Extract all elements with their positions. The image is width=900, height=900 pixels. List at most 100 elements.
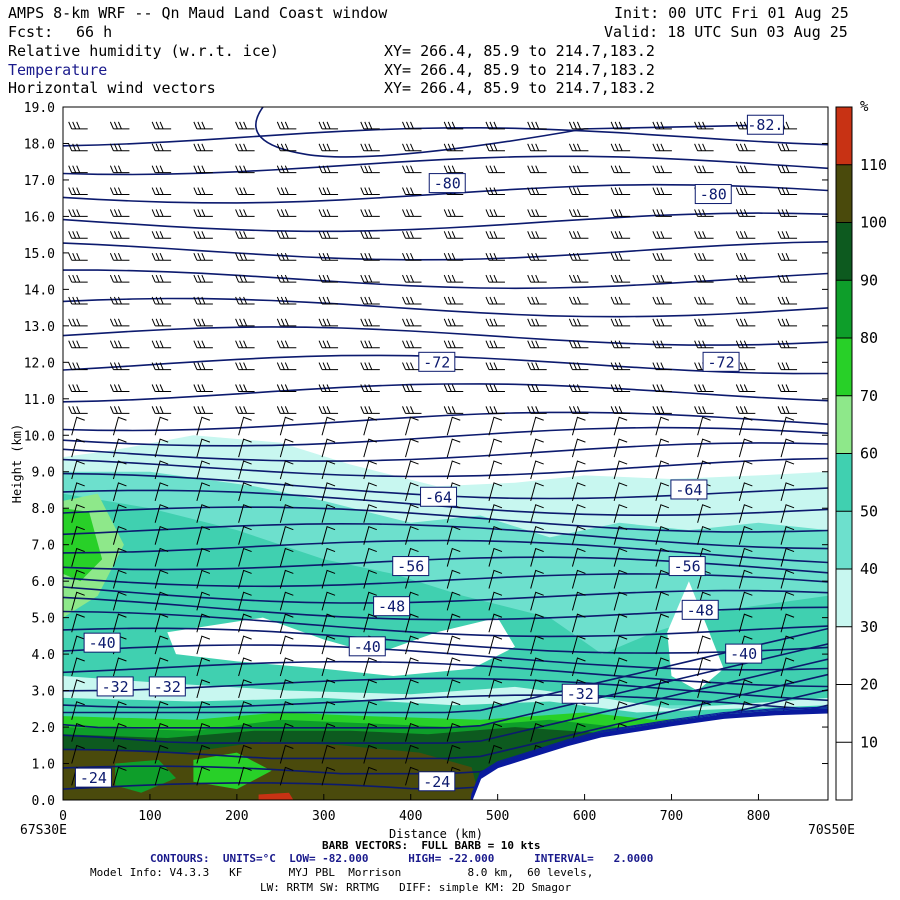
wind-barb-108 bbox=[71, 635, 85, 655]
temperature-label-10: -48 bbox=[687, 601, 714, 619]
wind-barb-502 bbox=[735, 187, 756, 196]
wind-barb-228 bbox=[571, 504, 586, 523]
wind-barb-101 bbox=[530, 657, 544, 677]
wind-barb-413 bbox=[777, 296, 798, 305]
wind-barb-252 bbox=[71, 460, 85, 480]
wind-barb-479 bbox=[527, 209, 547, 217]
wind-barb-463 bbox=[610, 231, 631, 239]
wind-barb-487 bbox=[109, 187, 130, 196]
wind-barb-56 bbox=[154, 701, 169, 720]
wind-barb-457 bbox=[360, 231, 380, 239]
wind-barb-268 bbox=[738, 460, 753, 480]
wind-barb-233 bbox=[780, 504, 795, 523]
wind-barb-246 bbox=[571, 482, 586, 502]
wind-barb-91 bbox=[112, 657, 127, 677]
wind-barb-496 bbox=[485, 187, 505, 196]
wind-barb-289 bbox=[112, 416, 127, 436]
wind-barb-332 bbox=[402, 384, 422, 392]
wind-barb-240 bbox=[321, 482, 336, 502]
wind-barb-330 bbox=[318, 384, 339, 392]
wind-barb-226 bbox=[488, 504, 503, 523]
wind-barb-171 bbox=[446, 569, 461, 589]
wind-barb-408 bbox=[568, 296, 589, 305]
wind-barb-262 bbox=[488, 460, 503, 480]
terrain-profile bbox=[470, 706, 828, 800]
wind-barb-354 bbox=[568, 362, 589, 371]
temperature-label-box-15 bbox=[148, 676, 186, 697]
x-tick-label-1: 100 bbox=[138, 809, 161, 824]
wind-barb-90 bbox=[71, 657, 85, 677]
y-axis-title: Height (km) bbox=[10, 423, 25, 504]
wind-barb-441 bbox=[443, 252, 464, 261]
wind-barb-481 bbox=[610, 209, 631, 217]
wind-barb-458 bbox=[402, 231, 422, 239]
wind-barb-216 bbox=[71, 504, 85, 523]
wind-barb-384 bbox=[318, 318, 339, 327]
wind-barb-266 bbox=[655, 460, 670, 480]
wind-barb-549 bbox=[443, 121, 464, 130]
wind-barb-36 bbox=[71, 722, 85, 742]
temperature-label-4: -72 bbox=[708, 353, 735, 371]
wind-barb-172 bbox=[488, 569, 503, 589]
wind-barb-165 bbox=[196, 569, 211, 589]
wind-barb-405 bbox=[443, 296, 464, 305]
wind-barb-182 bbox=[154, 547, 169, 567]
temperature-label-box-10 bbox=[681, 599, 719, 620]
y-tick-label-15: 15.0 bbox=[24, 247, 55, 262]
wind-barb-421 bbox=[360, 274, 380, 283]
wind-barb-305 bbox=[780, 416, 795, 436]
wind-barb-1 bbox=[112, 766, 127, 786]
wind-barb-403 bbox=[360, 296, 380, 305]
temperature-contour-top bbox=[255, 107, 763, 158]
wind-barb-426 bbox=[568, 274, 589, 283]
temperature-label-12: -40 bbox=[354, 638, 381, 656]
wind-barb-220 bbox=[238, 504, 252, 523]
wind-barb-372 bbox=[568, 340, 589, 349]
wind-barb-415 bbox=[109, 274, 130, 283]
wind-barb-409 bbox=[610, 296, 631, 305]
wind-barb-41 bbox=[279, 722, 294, 742]
wind-barb-337 bbox=[610, 384, 631, 392]
wind-barb-465 bbox=[694, 231, 714, 239]
wind-barb-206 bbox=[405, 526, 419, 545]
wind-barb-37 bbox=[112, 722, 127, 742]
colorbar-swatch-11 bbox=[836, 107, 852, 165]
wind-barb-304 bbox=[738, 416, 753, 436]
wind-barb-323 bbox=[777, 406, 798, 414]
wind-barb-455 bbox=[276, 231, 297, 239]
wind-barb-469 bbox=[109, 209, 130, 217]
y-tick-label-11: 11.0 bbox=[24, 393, 55, 408]
wind-barb-327 bbox=[193, 384, 213, 392]
temperature-contour-5 bbox=[63, 627, 828, 714]
wind-barb-434 bbox=[151, 252, 172, 261]
wind-barb-265 bbox=[613, 460, 628, 480]
terrain-line-3 bbox=[471, 708, 828, 797]
terrain-line-5 bbox=[471, 706, 828, 795]
wind-barb-238 bbox=[238, 482, 252, 502]
wind-barb-353 bbox=[527, 362, 547, 371]
wind-barb-253 bbox=[112, 460, 127, 480]
colorbar-swatch-5 bbox=[836, 453, 852, 512]
wind-barb-428 bbox=[652, 274, 672, 283]
y-tick-label-16: 16.0 bbox=[24, 210, 55, 225]
wind-barb-292 bbox=[238, 416, 252, 436]
wind-barb-476 bbox=[402, 209, 422, 217]
wind-barb-202 bbox=[238, 526, 252, 545]
wind-barb-535 bbox=[610, 143, 631, 152]
wind-barb-8 bbox=[405, 766, 419, 786]
wind-barb-25 bbox=[363, 744, 377, 764]
wind-barb-324 bbox=[68, 384, 88, 392]
wind-barb-379 bbox=[109, 318, 130, 327]
temperature-label-box-14 bbox=[96, 676, 134, 697]
wind-barb-153 bbox=[446, 591, 461, 611]
wind-barb-64 bbox=[488, 701, 503, 720]
wind-barb-498 bbox=[568, 187, 589, 196]
wind-barb-301 bbox=[613, 416, 628, 436]
wind-barb-244 bbox=[488, 482, 503, 502]
wind-barb-6 bbox=[321, 766, 336, 786]
wind-barb-314 bbox=[402, 406, 422, 414]
temperature-contours bbox=[63, 107, 828, 790]
wind-barb-39 bbox=[196, 722, 211, 742]
wind-barb-162 bbox=[71, 569, 85, 589]
wind-barb-524 bbox=[151, 143, 172, 152]
